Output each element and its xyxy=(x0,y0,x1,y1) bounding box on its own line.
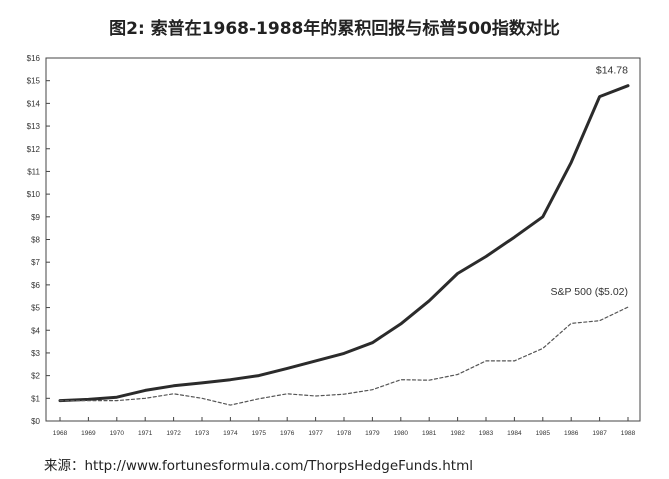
x-tick-label: 1977 xyxy=(308,430,323,437)
x-tick-label: 1986 xyxy=(564,430,579,437)
x-tick-label: 1980 xyxy=(394,430,409,437)
x-tick-label: 1985 xyxy=(536,430,551,437)
x-tick-label: 1981 xyxy=(422,430,437,437)
y-axis-ticks: $0 $1 $2 $3 $4 $5 $6 $7 $8 $9 $10 $11 $12 $13 $14 $15 $1… xyxy=(27,54,50,426)
y-tick-label: $3 xyxy=(31,349,40,358)
x-tick-label: 1978 xyxy=(337,430,352,437)
y-tick-label: $13 xyxy=(27,122,41,131)
series-end-labels: $14.78 S&P 500 ($5.02) xyxy=(551,65,629,298)
series-line-thorp xyxy=(58,84,630,403)
x-tick-label: 1975 xyxy=(252,430,267,437)
x-tick-label: 1968 xyxy=(53,430,68,437)
y-tick-label: $9 xyxy=(31,213,40,222)
y-tick-label: $6 xyxy=(31,281,40,290)
y-tick-label: $16 xyxy=(27,54,41,63)
plot-frame xyxy=(45,57,641,422)
end-label-thorp: $14.78 xyxy=(596,65,628,77)
y-tick-label: $10 xyxy=(27,190,41,199)
x-axis-ticks: 1968 1969 1970 1971 1972 1973 1974 1975 1976 1977… xyxy=(53,417,636,437)
x-tick-label: 1969 xyxy=(81,430,96,437)
y-tick-label: $11 xyxy=(27,167,40,176)
series-line-sp500 xyxy=(59,306,629,406)
x-tick-label: 1988 xyxy=(621,430,636,437)
chart-title: 图2: 索普在1968-1988年的累积回报与标普500指数对比 xyxy=(109,19,560,39)
end-label-sp500: S&P 500 ($5.02) xyxy=(551,286,628,298)
series-lines xyxy=(58,84,630,406)
x-tick-label: 1984 xyxy=(507,430,522,437)
x-tick-label: 1979 xyxy=(365,430,380,437)
y-tick-label: $4 xyxy=(31,326,40,335)
y-tick-label: $0 xyxy=(31,417,40,426)
x-tick-label: 1974 xyxy=(223,430,238,437)
x-tick-label: 1971 xyxy=(138,430,153,437)
y-tick-label: $12 xyxy=(27,145,41,154)
x-tick-label: 1972 xyxy=(166,430,181,437)
y-tick-label: $7 xyxy=(31,258,40,267)
y-tick-label: $14 xyxy=(27,99,41,108)
axes xyxy=(45,57,641,422)
x-tick-label: 1973 xyxy=(195,430,210,437)
x-tick-label: 1983 xyxy=(479,430,494,437)
y-tick-label: $5 xyxy=(31,304,40,313)
x-tick-label: 1987 xyxy=(592,430,607,437)
x-tick-label: 1976 xyxy=(280,430,295,437)
source-note: 来源：http://www.fortunesformula.com/Thorps… xyxy=(44,458,473,474)
y-tick-label: $1 xyxy=(31,394,40,403)
x-tick-label: 1982 xyxy=(450,430,465,437)
y-tick-label: $2 xyxy=(31,372,40,381)
y-tick-label: $8 xyxy=(31,236,40,245)
x-tick-label: 1970 xyxy=(110,430,125,437)
y-tick-label: $15 xyxy=(27,77,41,86)
